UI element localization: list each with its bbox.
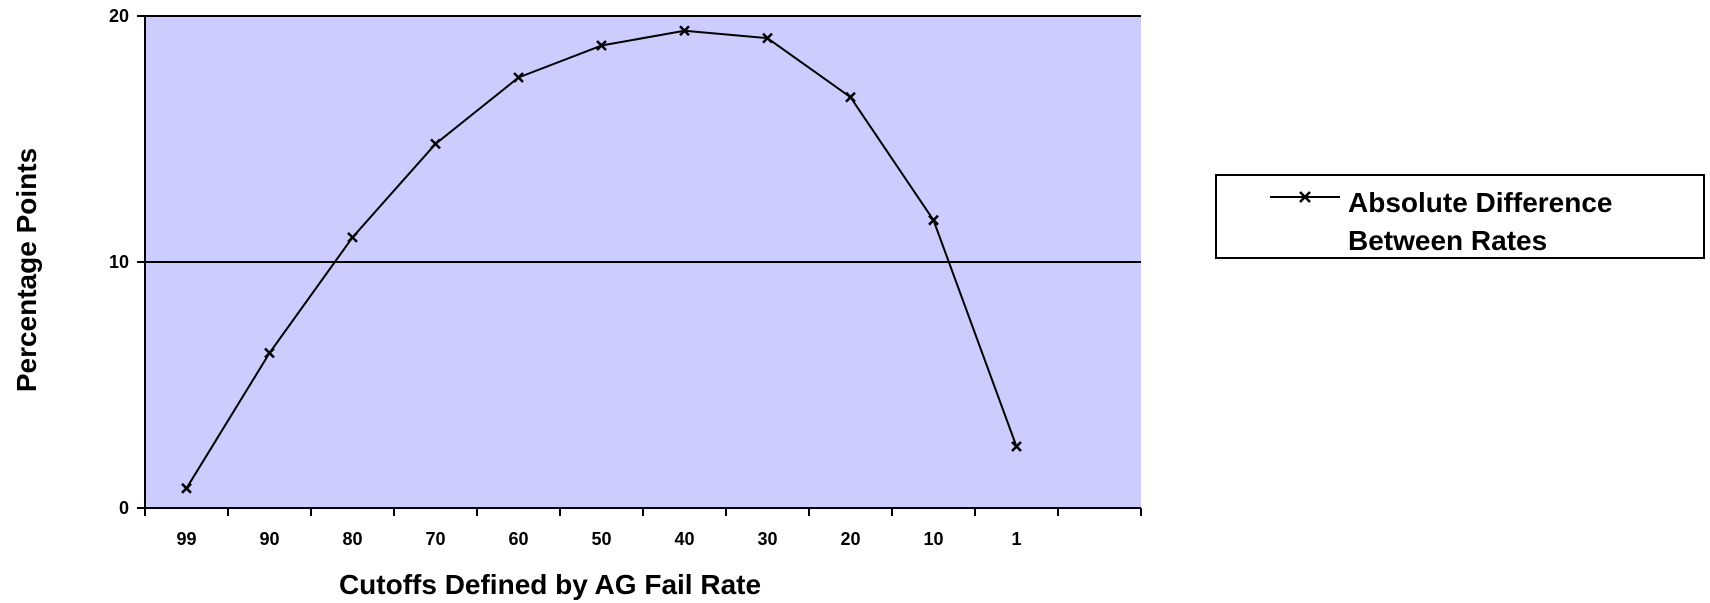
x-tick-label: 10 xyxy=(923,529,943,549)
legend-box xyxy=(1215,174,1705,259)
x-tick-label: 50 xyxy=(591,529,611,549)
data-point-marker xyxy=(1011,441,1022,452)
data-point-marker xyxy=(596,40,607,51)
x-tick-label: 70 xyxy=(425,529,445,549)
data-point-marker xyxy=(264,347,275,359)
data-point-marker xyxy=(845,91,856,103)
data-point-marker xyxy=(347,232,358,243)
x-tick-label: 30 xyxy=(757,529,777,549)
data-point-marker xyxy=(928,214,939,226)
x-tick-labels: 99 90 80 70 60 50 40 30 20 10 1 xyxy=(176,529,1021,549)
data-point-marker xyxy=(513,72,524,83)
x-tick-label: 20 xyxy=(840,529,860,549)
x-tick-label: 1 xyxy=(1011,529,1021,549)
legend-label-line-2: Between Rates xyxy=(1348,225,1547,256)
legend: Absolute Difference Between Rates xyxy=(1215,174,1705,259)
x-tick-label: 80 xyxy=(342,529,362,549)
x-tick-label: 99 xyxy=(176,529,196,549)
gridlines xyxy=(145,15,1141,263)
data-point-marker xyxy=(762,32,773,44)
x-tick-label: 90 xyxy=(259,529,279,549)
data-point-marker xyxy=(679,25,690,37)
x-axis-title: Cutoffs Defined by AG Fail Rate xyxy=(339,569,761,600)
y-tick-labels: 0 10 20 xyxy=(109,6,129,518)
y-tick-label: 20 xyxy=(109,6,129,26)
y-tick-label: 10 xyxy=(109,252,129,272)
y-axis-title: Percentage Points xyxy=(11,148,42,392)
data-point-marker xyxy=(181,482,192,494)
axes xyxy=(137,15,1142,516)
data-point-marker xyxy=(430,138,441,150)
y-tick-label: 0 xyxy=(119,498,129,518)
legend-label-line-1: Absolute Difference xyxy=(1348,187,1613,218)
x-tick-label: 60 xyxy=(508,529,528,549)
legend-marker-icon xyxy=(1299,191,1311,203)
x-tick-label: 40 xyxy=(674,529,694,549)
data-series xyxy=(181,25,1022,494)
